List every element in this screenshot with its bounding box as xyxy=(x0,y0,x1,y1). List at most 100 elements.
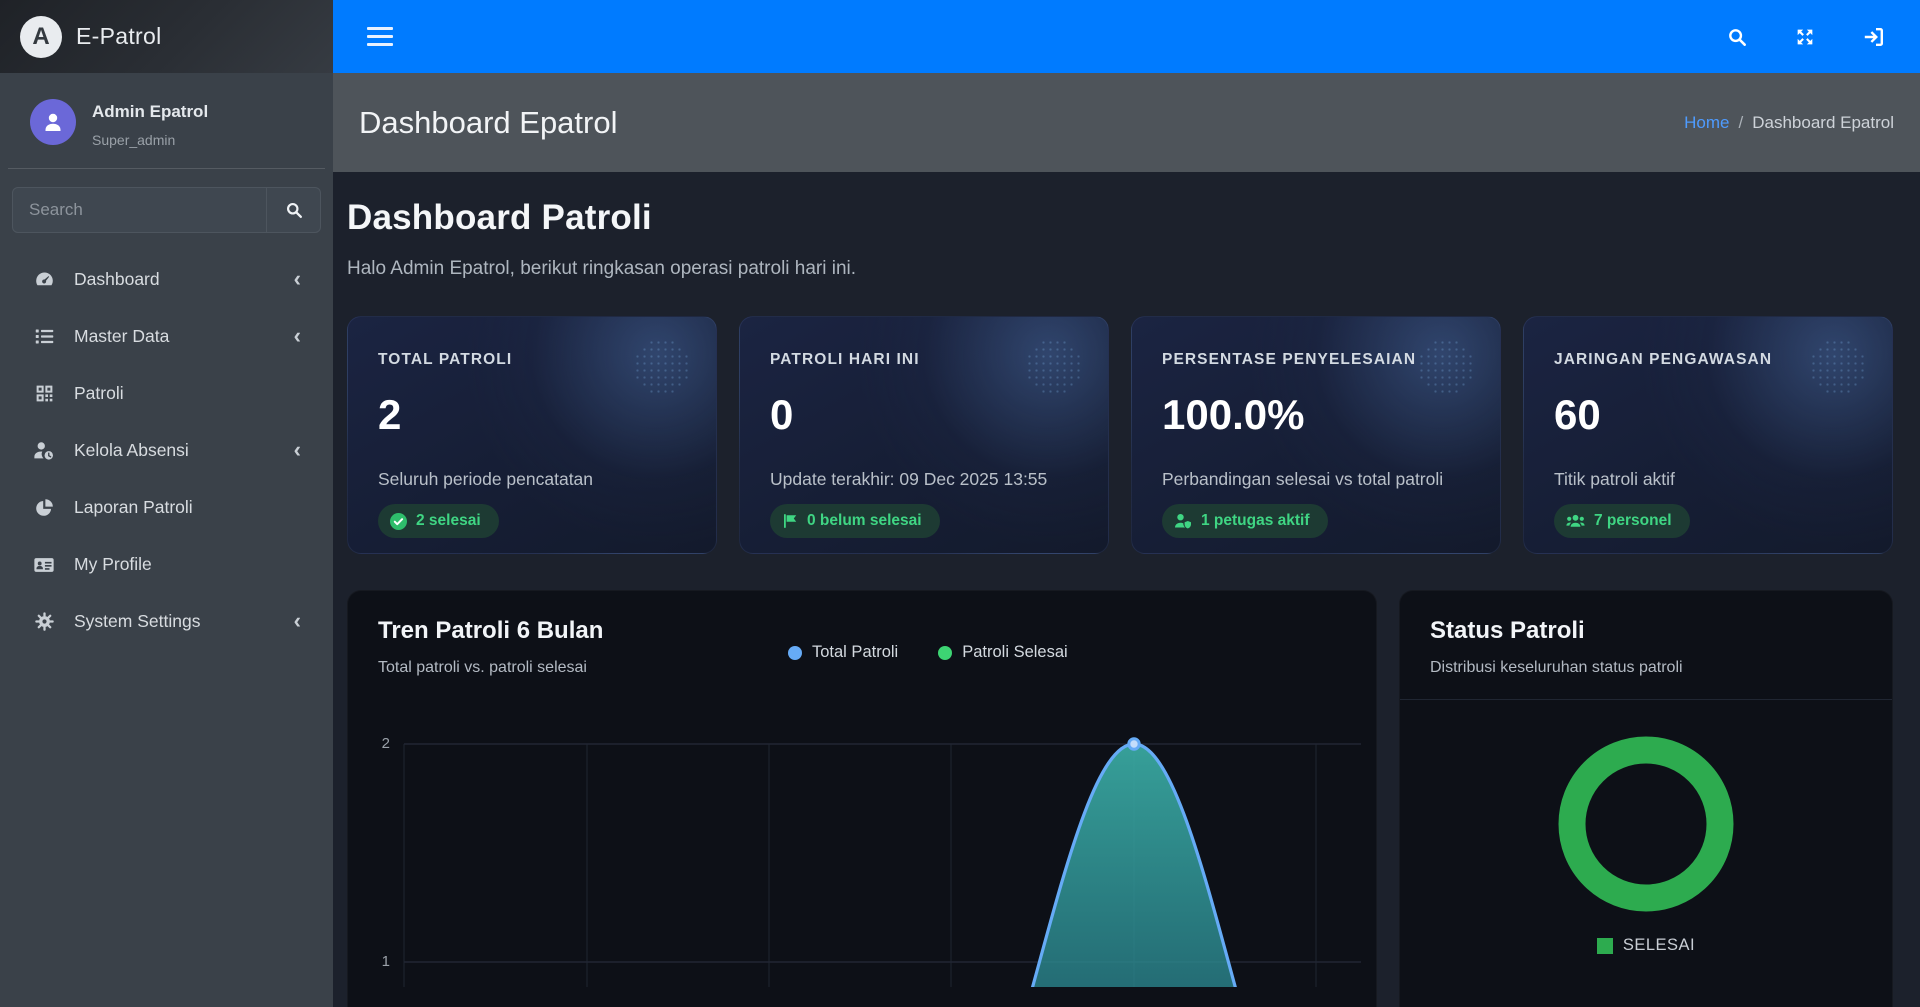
stat-desc: Perbandingan selesai vs total patroli xyxy=(1162,469,1444,489)
search-input[interactable] xyxy=(13,188,266,232)
sidebar-item-label: My Profile xyxy=(74,554,152,574)
users-icon xyxy=(1566,514,1585,527)
user-clock-icon xyxy=(32,440,56,462)
chart-pie-icon xyxy=(32,497,56,518)
stat-label: JARINGAN PENGAWASAN xyxy=(1554,351,1773,368)
legend-label: Patroli Selesai xyxy=(962,643,1068,661)
sign-out-button[interactable] xyxy=(1862,25,1886,49)
greeting-text: Halo Admin Epatrol, berikut ringkasan op… xyxy=(347,258,857,279)
search-submit-button[interactable] xyxy=(266,188,320,232)
tachometer-icon xyxy=(32,269,56,290)
page-title: Dashboard Epatrol xyxy=(359,104,618,140)
top-navbar xyxy=(333,0,1920,73)
legend-dot-green xyxy=(938,645,953,660)
legend-swatch-green xyxy=(1596,937,1613,954)
stat-card-jaringan: JARINGAN PENGAWASAN 60 Titik patroli akt… xyxy=(1523,316,1893,554)
badge-text: 2 selesai xyxy=(416,512,481,529)
sidebar-item-kelola-absensi[interactable]: Kelola Absensi ‹ xyxy=(8,422,325,479)
sidebar-item-dashboard[interactable]: Dashboard ‹ xyxy=(8,251,325,308)
app-logo-icon: A xyxy=(20,15,62,58)
stat-value: 100.0% xyxy=(1162,391,1305,438)
user-shield-icon xyxy=(1175,514,1191,529)
sidebar-item-my-profile[interactable]: My Profile xyxy=(8,536,325,593)
sidebar-menu: Dashboard ‹ Master Data ‹ Patroli Kelola… xyxy=(0,245,333,656)
sidebar-item-patroli[interactable]: Patroli xyxy=(8,365,325,422)
breadcrumb: Home / Dashboard Epatrol xyxy=(1684,113,1894,133)
badge-text: 7 personel xyxy=(1594,512,1672,529)
chevron-left-icon: ‹ xyxy=(293,607,301,633)
sidebar-item-system-settings[interactable]: System Settings ‹ xyxy=(8,593,325,650)
user-icon xyxy=(45,113,61,131)
breadcrumb-separator: / xyxy=(1738,112,1744,132)
flag-icon xyxy=(784,514,797,528)
badge-text: 1 petugas aktif xyxy=(1201,512,1310,529)
stat-desc: Update terakhir: 09 Dec 2025 13:55 xyxy=(770,469,1048,489)
user-role: Super_admin xyxy=(92,132,176,148)
stat-desc: Seluruh periode pencatatan xyxy=(378,469,594,489)
breadcrumb-home-link[interactable]: Home xyxy=(1684,112,1730,132)
stat-card-total-patroli: TOTAL PATROLI 2 Seluruh periode pencatat… xyxy=(347,316,717,554)
brand-name: E-Patrol xyxy=(76,23,162,49)
search-icon xyxy=(286,203,302,219)
stat-card-patroli-hari-ini: PATROLI HARI INI 0 Update terakhir: 09 D… xyxy=(739,316,1109,554)
main-content: Dashboard Patroli Halo Admin Epatrol, be… xyxy=(333,172,1920,1007)
charts-row: Tren Patroli 6 Bulan Total patroli vs. p… xyxy=(347,590,1893,1007)
stat-label: TOTAL PATROLI xyxy=(378,351,513,368)
area-chart-svg xyxy=(403,737,1361,1007)
brand[interactable]: A E-Patrol xyxy=(0,0,333,73)
sidebar-item-label: Dashboard xyxy=(74,269,160,289)
stat-value: 60 xyxy=(1554,391,1601,438)
sidebar-item-label: Patroli xyxy=(74,383,124,403)
user-panel[interactable]: Admin Epatrol Super_admin xyxy=(8,73,325,169)
sidebar-item-laporan-patroli[interactable]: Laporan Patroli xyxy=(8,479,325,536)
dashboard-heading: Dashboard Patroli xyxy=(347,198,652,237)
sidebar-item-master-data[interactable]: Master Data ‹ xyxy=(8,308,325,365)
donut-chart-svg xyxy=(1558,736,1734,912)
legend-label: Total Patroli xyxy=(812,643,899,661)
stat-cards-row: TOTAL PATROLI 2 Seluruh periode pencatat… xyxy=(347,316,1893,554)
stat-value: 2 xyxy=(378,391,402,438)
user-avatar xyxy=(30,99,76,145)
data-point-marker xyxy=(1127,737,1141,751)
hamburger-menu-button[interactable] xyxy=(367,26,393,47)
fullscreen-button[interactable] xyxy=(1794,26,1816,48)
sidebar-search xyxy=(12,187,321,233)
donut-legend-item[interactable]: SELESAI xyxy=(1596,936,1696,955)
chevron-left-icon: ‹ xyxy=(293,436,301,462)
page-header: Dashboard Epatrol Home / Dashboard Epatr… xyxy=(333,73,1920,172)
chevron-left-icon: ‹ xyxy=(293,265,301,291)
donut-legend-label: SELESAI xyxy=(1622,936,1696,954)
qrcode-icon xyxy=(32,383,56,404)
stat-label: PERSENTASE PENYELESAIAN xyxy=(1162,351,1417,368)
status-badge: 2 selesai xyxy=(378,504,499,538)
status-chart-subtitle: Distribusi keseluruhan status patroli xyxy=(1430,659,1683,676)
stat-label: PATROLI HARI INI xyxy=(770,351,920,368)
list-icon xyxy=(32,326,56,347)
legend-item-total-patroli[interactable]: Total Patroli xyxy=(788,643,898,662)
trend-chart-card: Tren Patroli 6 Bulan Total patroli vs. p… xyxy=(347,590,1377,1007)
sidebar-item-label: System Settings xyxy=(74,611,201,631)
legend-item-patroli-selesai[interactable]: Patroli Selesai xyxy=(938,643,1068,662)
sidebar-item-label: Kelola Absensi xyxy=(74,440,189,460)
stat-value: 0 xyxy=(770,391,794,438)
sidebar-item-label: Master Data xyxy=(74,326,170,346)
y-axis-tick: 1 xyxy=(381,953,390,970)
trend-chart-subtitle: Total patroli vs. patroli selesai xyxy=(378,659,587,676)
status-chart-title: Status Patroli xyxy=(1430,617,1585,644)
trend-chart-title: Tren Patroli 6 Bulan xyxy=(378,617,604,644)
stat-desc: Titik patroli aktif xyxy=(1554,469,1675,489)
navbar-search-button[interactable] xyxy=(1726,26,1748,48)
status-badge: 7 personel xyxy=(1554,504,1690,538)
user-name: Admin Epatrol xyxy=(92,102,209,121)
trend-chart-plot: 2 1 xyxy=(366,717,1366,1007)
sign-in-icon xyxy=(1864,27,1883,46)
chart-legend: Total Patroli Patroli Selesai xyxy=(788,643,1068,662)
badge-text: 0 belum selesai xyxy=(807,512,922,529)
chevron-left-icon: ‹ xyxy=(293,322,301,348)
search-icon xyxy=(1729,28,1746,46)
status-badge: 1 petugas aktif xyxy=(1162,504,1328,538)
gear-icon xyxy=(32,611,56,632)
sidebar-item-label: Laporan Patroli xyxy=(74,497,193,517)
id-card-icon xyxy=(32,554,56,576)
status-chart-card: Status Patroli Distribusi keseluruhan st… xyxy=(1399,590,1893,1007)
